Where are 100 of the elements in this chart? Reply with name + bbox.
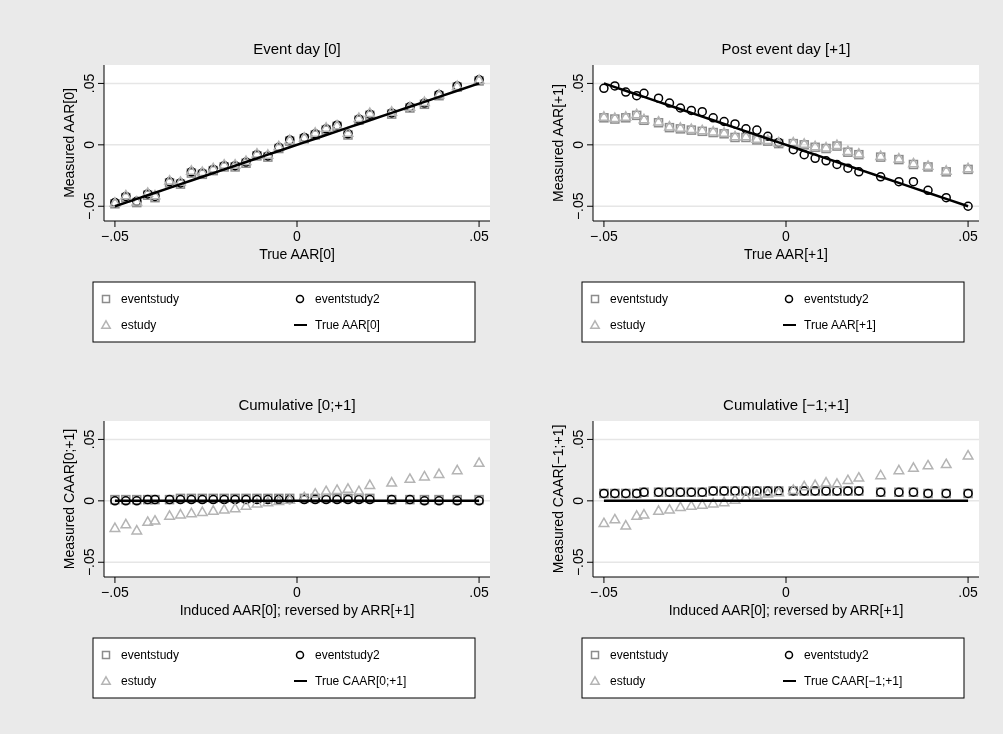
point [675,103,686,113]
point [853,471,865,482]
point [697,106,707,117]
point [894,176,904,187]
point [821,156,831,166]
x-tick-label: .05 [469,584,490,600]
point [653,93,664,103]
point [386,476,398,487]
point [907,462,919,473]
x-tick-label: 0 [782,228,791,244]
point [854,167,864,177]
point [196,506,208,517]
x-axis-title: True AAR[0] [259,246,335,262]
chart-title: Event day [0] [253,40,341,57]
point [218,503,230,514]
point [893,464,905,475]
point [751,489,763,500]
point [941,192,951,203]
point [433,468,445,479]
y-axis-title: Measured CAAR[0;+1] [61,428,77,570]
point [842,474,854,485]
chart-title: Cumulative [−1;+1] [723,396,849,413]
point [131,524,143,535]
point [832,159,842,170]
legend-label: eventstudy [610,292,669,306]
x-tick-label: −.05 [590,584,618,600]
point [730,119,740,129]
point [831,478,843,488]
point [875,469,887,480]
point [674,501,686,512]
point [331,484,343,495]
point [229,502,241,513]
point [810,153,820,164]
point [763,131,773,141]
point [843,163,853,173]
x-tick-label: 0 [782,584,791,600]
point [631,90,642,101]
point [164,510,176,520]
x-tick-label: .05 [958,584,979,600]
x-tick-label: −.05 [101,228,129,244]
y-tick-label: −.05 [570,192,586,221]
point [309,487,321,498]
x-tick-label: 0 [293,584,302,600]
point [686,105,697,116]
point [718,496,730,507]
point [809,479,821,490]
point [820,476,832,487]
y-tick-label: 0 [81,496,97,505]
y-tick-label: −.05 [81,548,97,577]
point [120,518,132,529]
legend-label: eventstudy2 [315,648,381,662]
point [696,498,708,509]
y-tick-label: .05 [81,73,97,94]
y-tick-label: 0 [570,496,586,505]
point [610,81,620,91]
point [798,480,810,491]
x-axis-title: Induced AAR[0]; reversed by ARR[+1] [179,602,415,618]
point [799,149,809,160]
point [663,503,676,514]
point [708,113,718,123]
point [621,87,631,97]
point [142,516,154,527]
legend-label: True CAAR[0;+1] [315,674,407,688]
y-tick-label: 0 [81,140,97,149]
point [473,457,485,468]
legend-label: eventstudy [121,648,180,662]
point [875,172,886,182]
point [353,485,365,496]
point [719,116,729,127]
legend-label: True CAAR[−1;+1] [804,674,903,688]
legend-label: estudy [121,318,157,332]
point [631,510,643,520]
point [638,508,650,519]
point [741,124,751,134]
legend-label: eventstudy2 [804,292,870,306]
legend-label: estudy [610,674,646,688]
point [962,449,974,460]
legend-label: True AAR[0] [315,318,380,332]
y-axis-title: Measured CAAR[−1;+1] [550,424,566,574]
point [639,88,649,98]
point [752,125,762,135]
legend-label: eventstudy [610,648,669,662]
point [174,508,187,519]
point [185,507,197,518]
x-tick-label: −.05 [101,584,129,600]
point [908,176,919,187]
y-tick-label: −.05 [570,548,586,577]
point [418,470,430,481]
x-tick-label: .05 [958,228,979,244]
chart-title: Cumulative [0;+1] [238,396,356,413]
x-tick-label: 0 [293,228,302,244]
y-axis-title: Measured AAR[0] [61,88,77,198]
point [653,505,665,516]
point [109,522,121,533]
y-tick-label: 0 [570,140,586,149]
y-axis-title: Measured AAR[+1] [550,84,566,202]
point [364,479,376,490]
point [404,473,416,484]
legend-label: eventstudy2 [804,648,870,662]
point [940,458,952,469]
